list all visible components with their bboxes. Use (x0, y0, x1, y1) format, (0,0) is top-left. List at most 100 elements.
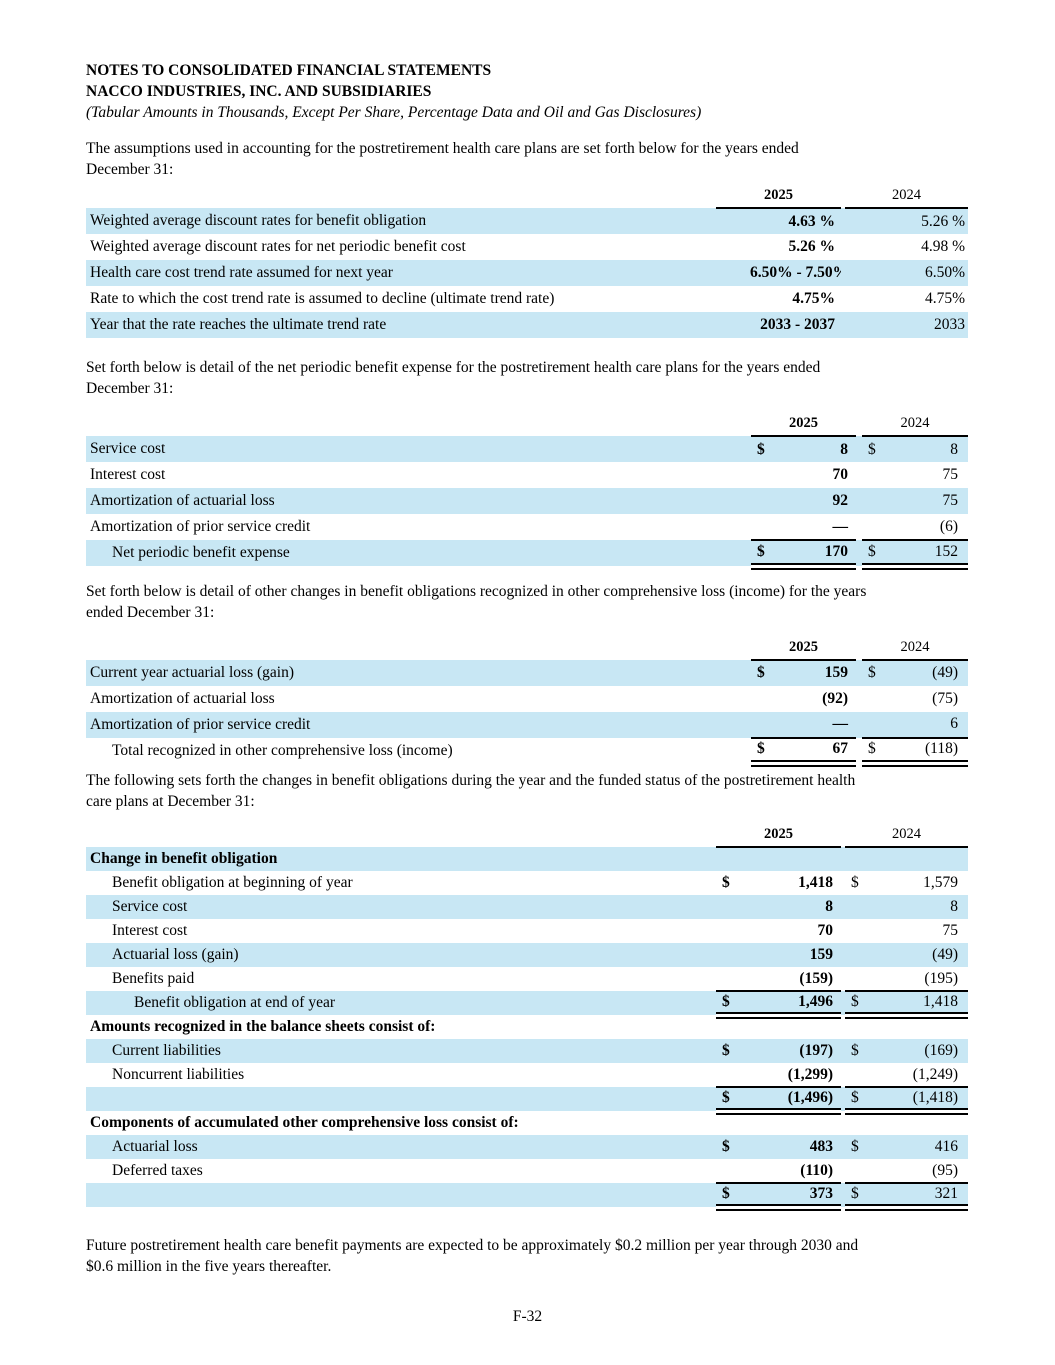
row-label: Amortization of prior service credit (90, 518, 311, 535)
table-row: Noncurrent liabilities (1,299) (1,249) (86, 1063, 968, 1088)
row-label: Interest cost (90, 466, 166, 483)
row-label: Weighted average discount rates for bene… (86, 208, 716, 234)
dollar-sign-2024 (845, 1015, 879, 1039)
year-header-row: 2025 2024 (86, 823, 968, 848)
dollar-sign-2025: $ (751, 540, 781, 570)
table-row: Change in benefit obligation (86, 847, 968, 871)
dollar-sign-2025: $ (716, 1135, 750, 1159)
value-2025: 92 (781, 488, 856, 514)
value-2025: 70 (832, 466, 849, 483)
row-label: Service cost (86, 895, 716, 919)
value-2025: (159) (750, 967, 841, 992)
table-row: Actuarial loss $483 $416 (86, 1135, 968, 1159)
row-label: Actuarial loss (86, 1135, 716, 1159)
dollar-sign-2024 (845, 943, 879, 967)
dollar-sign-2024 (845, 1111, 879, 1135)
paragraph-oci-intro: Set forth below is detail of other chang… (86, 582, 867, 621)
dollar-sign-2025 (751, 514, 781, 541)
paragraph-obligation-intro: The following sets forth the changes in … (86, 772, 856, 810)
value-2024: 321 (879, 1183, 968, 1211)
row-label: Weighted average discount rates for net … (90, 238, 466, 255)
dollar-sign-2024 (862, 462, 892, 488)
value-2025: 8 (750, 895, 841, 919)
paragraph-net-periodic-intro: Set forth below is detail of the net per… (86, 359, 821, 397)
column-gap (856, 659, 862, 686)
value-2025: 159 (781, 659, 856, 686)
dollar-sign-2025 (751, 462, 781, 488)
dollar-sign-2024 (845, 847, 879, 871)
table-row: Year that the rate reaches the ultimate … (86, 312, 968, 338)
column-gap (841, 1087, 845, 1111)
table-row: $373 $321 (86, 1183, 968, 1211)
dollar-sign-2025 (716, 260, 750, 286)
year-header-2025: 2025 (751, 633, 856, 661)
table-row: Amortization of prior service credit — 6 (86, 711, 968, 739)
value-2025: (197) (750, 1039, 841, 1063)
value-2025: 4.63 % (750, 208, 841, 234)
dollar-sign-2025: $ (716, 991, 750, 1019)
dollar-sign-2024 (845, 919, 879, 943)
table-row: Weighted average discount rates for net … (86, 234, 968, 260)
financial-table: 2025 2024 Service cost $8 $8 Interest cost 70 7… (86, 410, 968, 570)
table-row: Benefit obligation at beginning of year $… (86, 871, 968, 895)
value-2025: — (781, 514, 856, 541)
year-header-row: 2025 2024 (86, 410, 968, 437)
column-gap (841, 943, 845, 967)
row-label (86, 410, 751, 436)
dollar-sign-2024 (845, 895, 879, 919)
dollar-sign-2024: $ (862, 659, 892, 686)
row-label (86, 1183, 716, 1207)
row-label: Components of accumulated other comprehe… (90, 1114, 519, 1131)
value-2025: 2033 - 2037 (750, 312, 841, 338)
assumptions-table: 2025 2024 Weighted average discount rates … (86, 182, 969, 338)
value-2024: (1,418) (879, 1087, 968, 1115)
value-2024 (879, 1015, 968, 1039)
row-label: Change in benefit obligation (86, 847, 716, 871)
value-2024: 1,579 (923, 874, 958, 891)
value-2024: (118) (892, 737, 968, 767)
dollar-sign-2024 (845, 1063, 879, 1088)
value-2025: 70 (817, 922, 834, 939)
dollar-sign-2025 (716, 1159, 750, 1184)
benefit-obligation-table: 2025 2024 Change in benefit obligation Bene… (86, 823, 969, 1211)
financial-table: 2025 2024 Change in benefit obligation Bene… (86, 823, 968, 1211)
year-header-2025: 2025 (716, 182, 841, 209)
dollar-sign-2024 (845, 286, 879, 312)
year-header-2024: 2024 (862, 410, 968, 437)
net-periodic-benefit-expense-table: 2025 2024 Service cost $8 $8 Interest cost 70 7… (86, 410, 969, 570)
value-2024: 1,418 (879, 991, 968, 1019)
value-2025: (92) (822, 689, 848, 707)
dollar-sign-2025 (716, 1015, 750, 1039)
dollar-sign-2025 (751, 686, 781, 712)
year-header-2025: 2025 (716, 823, 841, 848)
table-row: $ (1,496) $ (1,418) (86, 1087, 968, 1115)
tabular-amounts-note: (Tabular Amounts in Thousands, Except Pe… (86, 104, 702, 121)
table-row: Amortization of prior service credit — (6) (86, 514, 968, 541)
table-row: Amortization of actuarial loss 92 75 (86, 488, 968, 514)
table-row: Benefit obligation at end of year $1,496 $… (86, 991, 968, 1019)
year-header-row: 2025 2024 (86, 633, 968, 661)
value-2025: (110) (750, 1159, 841, 1184)
column-gap (841, 208, 845, 234)
column-gap (841, 847, 845, 871)
table-row: Service cost $8 $8 (86, 436, 968, 462)
dollar-sign-2024: $ (845, 991, 879, 1019)
dollar-sign-2024: $ (851, 874, 859, 891)
dollar-sign-2024: $ (862, 540, 892, 570)
table-row: Rate to which the cost trend rate is ass… (86, 286, 968, 312)
dollar-sign-2024 (845, 260, 879, 286)
column-gap (856, 711, 862, 738)
column-gap (841, 312, 845, 338)
table-row: Net periodic benefit expense $170 $152 (86, 540, 968, 570)
column-gap (841, 260, 845, 286)
table-row: Benefits paid (159) (195) (86, 967, 968, 992)
year-header-2024: 2024 (845, 182, 968, 209)
value-2024: 4.98 % (921, 238, 965, 255)
value-2024: 152 (892, 540, 968, 570)
table-row: Health care cost trend rate assumed for … (86, 260, 968, 286)
row-label: Benefit obligation at beginning of year (112, 874, 353, 891)
dollar-sign-2024: $ (862, 737, 892, 767)
table-row: Current liabilities $ (197) $ (169) (86, 1039, 968, 1063)
paragraph-assumptions-intro: The assumptions used in accounting for t… (86, 140, 799, 178)
value-2024: 75 (892, 488, 968, 514)
